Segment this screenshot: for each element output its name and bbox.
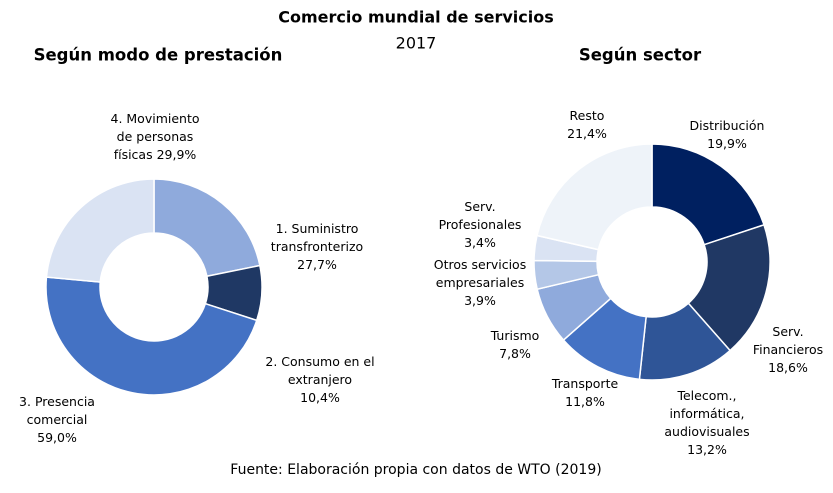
category-label: Distribución <box>689 118 765 133</box>
category-label: Turismo <box>490 328 540 343</box>
value-label: 7,8% <box>499 346 531 361</box>
slice-label: Serv. Financieros 18,6% <box>753 323 823 377</box>
title: Comercio mundial de servicios <box>278 7 554 27</box>
slice-label: Otros servicios empresariales 3,9% <box>434 256 526 310</box>
slice-label: Distribución 19,9% <box>690 117 765 153</box>
donut-slice <box>651 143 765 246</box>
slice-label: Telecom., informática, audiovisuales 13,… <box>664 387 749 459</box>
value-label: 21,4% <box>567 126 607 141</box>
category-label: Telecom., informática, audiovisuales <box>664 388 750 439</box>
category-label: 2. Consumo en el extranjero <box>265 354 375 387</box>
category-label: 3. Presencia comercial <box>19 394 95 427</box>
chart-title: Según sector <box>578 45 702 65</box>
category-label: Resto <box>569 108 605 123</box>
category-label: 4. Movimiento de personas físicas <box>110 111 200 162</box>
subtitle: 2017 <box>395 33 437 53</box>
value-label: 18,6% <box>768 360 808 375</box>
donut-slice <box>45 276 258 396</box>
slice-label: Resto 21,4% <box>567 107 607 143</box>
value-label: 19,9% <box>707 136 747 151</box>
slice-label: 3. Presencia comercial 59,0% <box>19 393 95 447</box>
value-label: 13,2% <box>687 442 727 457</box>
donut-slice <box>45 178 155 283</box>
slice-label: 1. Suministro transfronterizo 27,7% <box>271 220 363 274</box>
value-label: 3,9% <box>464 293 496 308</box>
donut-slice <box>153 178 261 278</box>
category-label: Serv. Profesionales <box>438 199 522 232</box>
source: Fuente: Elaboración propia con datos de … <box>230 462 602 478</box>
value-label: 11,8% <box>565 394 605 409</box>
category-label: Otros servicios empresariales <box>433 257 527 290</box>
chart-title: Según modo de prestación <box>33 45 283 65</box>
slice-label: Transporte 11,8% <box>552 375 618 411</box>
slice-label: Turismo 7,8% <box>491 327 540 363</box>
slice-label: 4. Movimiento de personas físicas 29,9% <box>110 110 199 164</box>
slice-label: Serv. Profesionales 3,4% <box>439 198 522 252</box>
value-label: 29,9% <box>156 147 197 162</box>
donut-slice <box>687 223 771 352</box>
value-label: 27,7% <box>297 257 337 272</box>
value-label: 59,0% <box>37 430 77 445</box>
donut-slice <box>536 143 653 251</box>
category-label: Serv. Financieros <box>752 324 824 357</box>
value-label: 3,4% <box>464 235 496 250</box>
category-label: Transporte <box>551 376 619 391</box>
category-label: 1. Suministro transfronterizo <box>270 221 364 254</box>
value-label: 10,4% <box>300 390 340 405</box>
slice-label: 2. Consumo en el extranjero 10,4% <box>265 353 374 407</box>
